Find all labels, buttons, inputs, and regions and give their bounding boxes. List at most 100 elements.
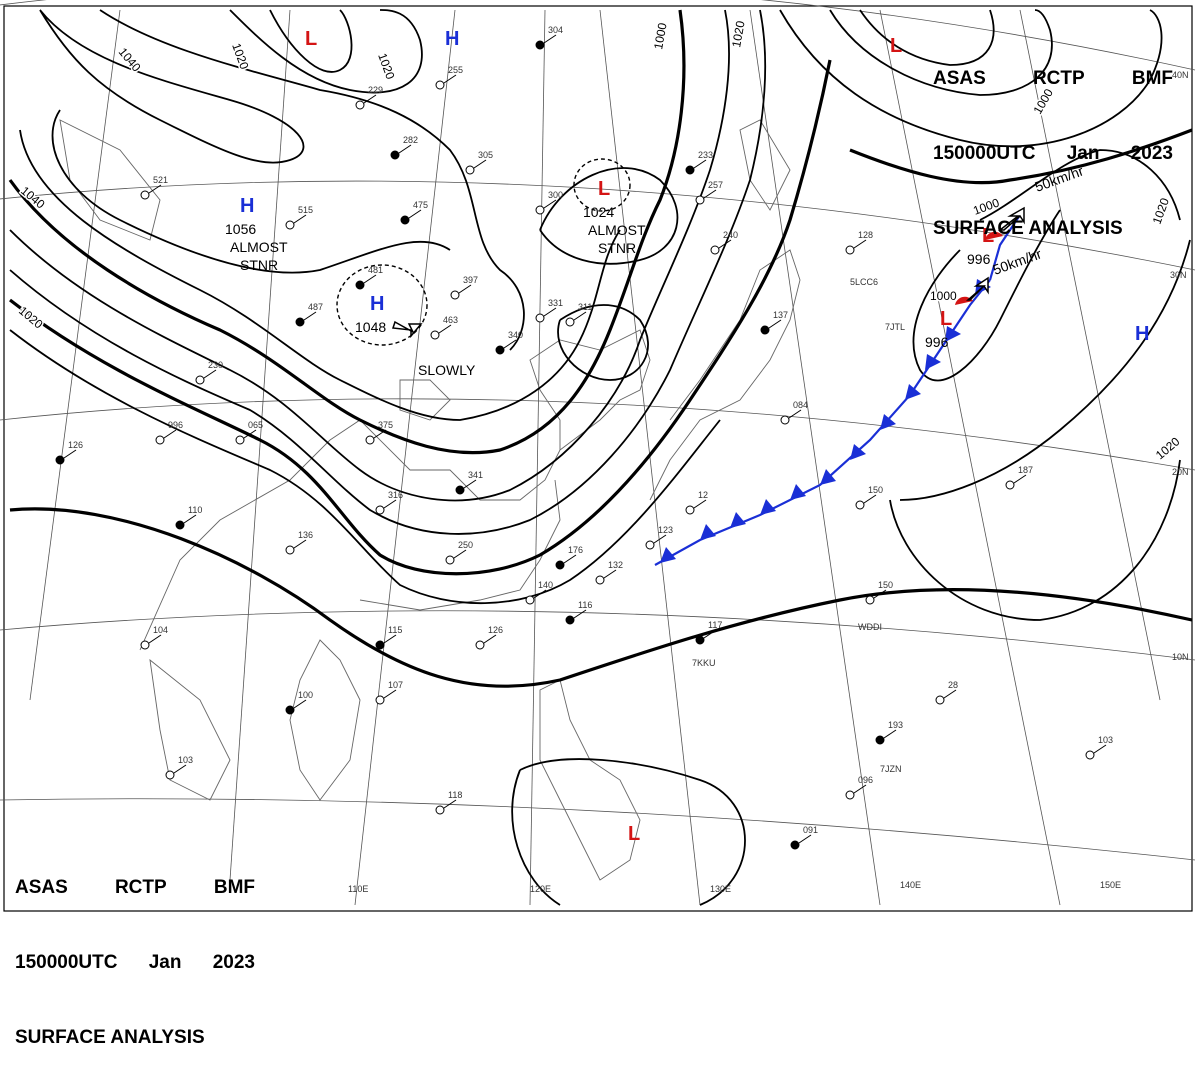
station-plot: 193 xyxy=(875,720,903,745)
station-plot: 187 xyxy=(1005,465,1033,490)
high-pressure-marker: H xyxy=(370,293,384,315)
station-circle xyxy=(685,165,695,175)
system-motion-note: STNR xyxy=(240,257,278,273)
station-circle xyxy=(235,435,245,445)
wind-barb xyxy=(873,589,887,599)
station-circle xyxy=(475,640,485,650)
station-circle xyxy=(565,615,575,625)
station-plot: 397 xyxy=(450,275,478,300)
header-product: BMF xyxy=(1131,68,1173,89)
wind-barb xyxy=(203,369,217,379)
longitude-label: 120E xyxy=(530,884,551,894)
station-plot: 123 xyxy=(645,525,673,550)
station-circle xyxy=(710,245,720,255)
station-plot: 132 xyxy=(595,560,623,585)
header-year: 2023 xyxy=(212,952,255,973)
wind-barb xyxy=(943,689,957,699)
wind-barb xyxy=(693,159,707,169)
latitude-label: 10N xyxy=(1172,652,1189,662)
station-id: 7KKU xyxy=(692,658,716,668)
wind-barb xyxy=(788,409,802,419)
station-circle xyxy=(855,500,865,510)
station-pressure-value: 463 xyxy=(443,315,458,325)
station-pressure-value: 137 xyxy=(773,310,788,320)
station-plot: 233 xyxy=(685,150,713,175)
station-plot: 311 xyxy=(565,302,592,327)
station-circle xyxy=(695,195,705,205)
station-plot: 255 xyxy=(435,65,463,90)
station-plot: 521 xyxy=(140,175,168,200)
station-circle xyxy=(450,290,460,300)
header-title: SURFACE ANALYSIS xyxy=(933,218,1123,239)
station-pressure-value: 487 xyxy=(308,302,323,312)
header-time: 150000UTC xyxy=(15,952,118,973)
station-plot: 28 xyxy=(935,680,958,705)
wind-barb xyxy=(473,159,487,169)
wind-barb xyxy=(303,311,317,321)
system-motion-note: ALMOST xyxy=(588,222,646,238)
wind-barb xyxy=(1093,744,1107,754)
station-plot: 126 xyxy=(475,625,503,650)
station-pressure-value: 257 xyxy=(708,180,723,190)
longitude-grid xyxy=(29,9,1161,906)
station-circle xyxy=(140,640,150,650)
station-plot: 136 xyxy=(285,530,313,555)
station-circle xyxy=(175,520,185,530)
station-circle xyxy=(285,705,295,715)
station-pressure-value: 187 xyxy=(1018,465,1033,475)
wind-barb xyxy=(443,74,457,84)
wind-barb xyxy=(383,634,397,644)
wind-barb xyxy=(798,834,812,844)
header-year: 2023 xyxy=(1130,143,1173,164)
station-circle xyxy=(760,325,770,335)
station-plot: 150 xyxy=(865,580,893,605)
station-pressure-value: 091 xyxy=(803,825,818,835)
wind-barb xyxy=(503,339,517,349)
wind-barb xyxy=(293,214,307,224)
header-line2: 150000UTC Jan 2023 xyxy=(933,141,1173,166)
station-pressure-value: 126 xyxy=(68,440,83,450)
wind-barb xyxy=(653,534,667,544)
low-pressure-marker: L xyxy=(305,28,317,50)
header-bottom-left: ASAS RCTP BMF 150000UTC Jan 2023 SURFACE… xyxy=(15,825,255,1075)
header-center: RCTP xyxy=(114,877,167,898)
station-circle xyxy=(685,505,695,515)
station-circle xyxy=(365,435,375,445)
station-pressure-value: 316 xyxy=(388,490,403,500)
isobars xyxy=(8,9,1193,906)
station-pressure-value: 481 xyxy=(368,265,383,275)
wind-barb xyxy=(543,199,557,209)
wind-barb xyxy=(398,144,412,154)
station-pressure-value: 233 xyxy=(698,150,713,160)
longitude-label: 130E xyxy=(710,884,731,894)
wind-barb xyxy=(863,494,877,504)
wind-barb xyxy=(718,239,732,249)
station-pressure-value: 110 xyxy=(188,505,202,515)
wind-barb xyxy=(693,499,707,509)
coastlines xyxy=(59,119,801,881)
station-pressure-value: 193 xyxy=(888,720,903,730)
longitude-labels: 110E 120E 130E 140E 150E xyxy=(348,880,1121,894)
station-pressure-value: 107 xyxy=(388,680,403,690)
station-pressure-value: 176 xyxy=(568,545,583,555)
station-plot: 331 xyxy=(535,298,563,323)
wind-barb xyxy=(703,189,717,199)
station-plot: 316 xyxy=(375,490,403,515)
station-plot: 116 xyxy=(565,600,592,625)
system-motion-note: SLOWLY xyxy=(418,362,476,378)
pressure-systems: H 1056 ALMOST STNR H 1048 SLOWLY H H L 1024 ALMOST S… xyxy=(225,28,1149,845)
wind-barb xyxy=(63,449,77,459)
station-circle xyxy=(165,770,175,780)
station-plot: 137 xyxy=(760,310,788,335)
station-pressure-value: 304 xyxy=(548,25,563,35)
header-agency: ASAS xyxy=(933,68,986,89)
wind-barb xyxy=(853,239,867,249)
wind-barb xyxy=(363,94,377,104)
station-id: WDDI xyxy=(858,622,882,632)
wind-barb xyxy=(463,479,477,489)
station-plot: 065 xyxy=(235,420,263,445)
header-product: BMF xyxy=(213,877,255,898)
station-circle xyxy=(435,80,445,90)
station-circle xyxy=(375,505,385,515)
latitude-label: 40N xyxy=(1172,70,1189,80)
